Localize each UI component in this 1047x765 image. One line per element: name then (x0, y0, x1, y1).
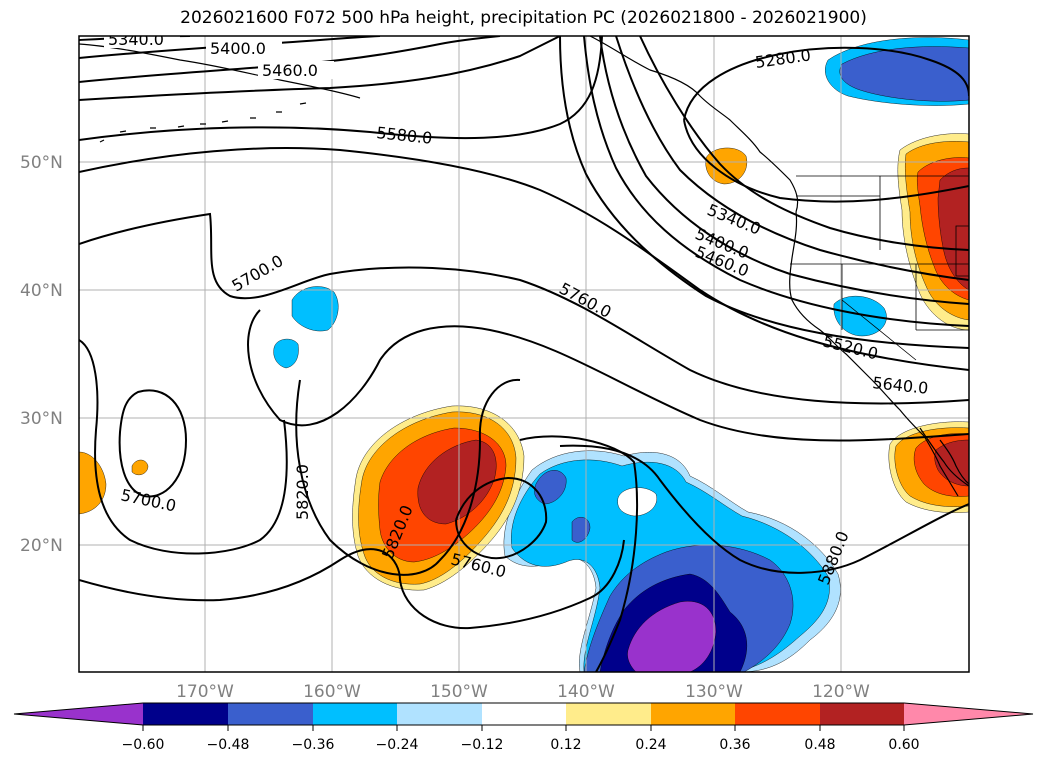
contour-label-14: 5820.0 (293, 464, 312, 520)
colorbar-over-triangle (904, 703, 1033, 725)
height-contours (79, 36, 969, 672)
latitude-labels: 50°N 40°N 30°N 20°N (20, 153, 63, 556)
precip-area-small-1 (291, 286, 339, 332)
lon-label-120w: 120°W (812, 682, 870, 702)
cb-tick-label: −0.60 (122, 737, 165, 753)
sea-of-cortez (939, 439, 969, 485)
colorbar-segment-3 (313, 703, 397, 725)
contour-5520-east (583, 36, 969, 327)
colorbar-segment-9 (820, 703, 904, 725)
cb-tick-label: 0.48 (804, 737, 835, 753)
contour-5400-east (615, 36, 969, 281)
contour-5280 (683, 46, 969, 203)
contour-5640 (79, 147, 969, 371)
contour-5820-loop (295, 378, 521, 576)
precip-area-tiny (131, 459, 149, 476)
colorbar-segment-4 (397, 703, 482, 725)
lat-label-30n: 30°N (20, 409, 63, 429)
contour-5820-south (79, 539, 625, 630)
lat-label-40n: 40°N (20, 281, 63, 301)
contour-5520-west (79, 36, 561, 101)
colorbar-under-triangle (14, 703, 143, 725)
cb-tick-label: −0.24 (376, 737, 419, 753)
contour-5460-west (79, 36, 501, 83)
cb-tick-label: 0.24 (635, 737, 666, 753)
lon-label-140w: 140°W (557, 682, 615, 702)
precip-area-west-edge (79, 451, 107, 515)
contour-5340-east (639, 36, 969, 251)
contour-label-2: 5400.0 (210, 39, 266, 58)
positive-precip-shading (79, 133, 969, 591)
contour-5760-loop-center (455, 476, 548, 560)
colorbar-segment-8 (735, 703, 820, 725)
map-panel: 5340.0 5400.0 5460.0 5580.0 5280.0 5700.… (79, 30, 969, 672)
contour-label-1: 5340.0 (108, 30, 164, 49)
contour-5700 (79, 212, 969, 405)
lon-label-150w: 150°W (430, 682, 488, 702)
cb-tick-label: 0.36 (719, 737, 750, 753)
contour-5760-sw-outer (79, 339, 288, 555)
lon-label-160w: 160°W (303, 682, 361, 702)
cb-tick-label: −0.48 (207, 737, 250, 753)
longitude-labels: 170°W 160°W 150°W 140°W 130°W 120°W (176, 682, 870, 702)
label-bg (206, 39, 282, 57)
baja-coast (919, 427, 969, 497)
contour-5580 (79, 36, 603, 141)
contour-label-3: 5460.0 (262, 61, 318, 80)
lat-label-20n: 20°N (20, 536, 63, 556)
west-coast-north (789, 211, 925, 437)
contour-5580-east (559, 36, 969, 349)
lon-label-170w: 170°W (176, 682, 234, 702)
contour-5880 (559, 444, 969, 574)
colorbar-segment-5 (482, 703, 566, 725)
precip-area-south-purple (627, 601, 717, 672)
label-bg (104, 36, 180, 48)
gulf-alaska-coast (589, 36, 799, 213)
cb-tick-label: −0.36 (292, 737, 335, 753)
colorbar-segment-1 (143, 703, 228, 725)
precip-area-bc (705, 147, 748, 185)
cb-tick-label: 0.12 (550, 737, 581, 753)
colorbar-segment-7 (651, 703, 735, 725)
precip-area-nw-dark (937, 167, 969, 291)
chart-title: 2026021600 F072 500 hPa height, precipit… (180, 8, 867, 28)
label-bg (258, 61, 334, 79)
precip-area-small-2 (273, 338, 299, 369)
aleutian-islands (99, 102, 307, 143)
colorbar-ticks (142, 725, 905, 731)
colorbar: −0.60 −0.48 −0.36 −0.24 −0.12 0.12 0.24 … (13, 702, 1034, 753)
contour-5880-loop (519, 435, 639, 672)
lat-label-50n: 50°N (20, 153, 63, 173)
lon-label-130w: 130°W (685, 682, 743, 702)
colorbar-tick-labels: −0.60 −0.48 −0.36 −0.24 −0.12 0.12 0.24 … (122, 737, 920, 753)
map-frame (78, 35, 970, 673)
contour-5760 (247, 309, 969, 442)
gridlines (79, 36, 969, 672)
colorbar-segment-6 (566, 703, 651, 725)
negative-precip-shading (273, 37, 969, 672)
contour-5700-loop-sw (118, 389, 188, 498)
precip-area-ne-core (839, 46, 969, 102)
cb-tick-label: 0.60 (888, 737, 919, 753)
precip-area-blue-patch-1 (534, 470, 567, 505)
cb-tick-label: −0.12 (461, 737, 504, 753)
colorbar-segment-2 (228, 703, 313, 725)
contour-5460-east (599, 36, 969, 305)
